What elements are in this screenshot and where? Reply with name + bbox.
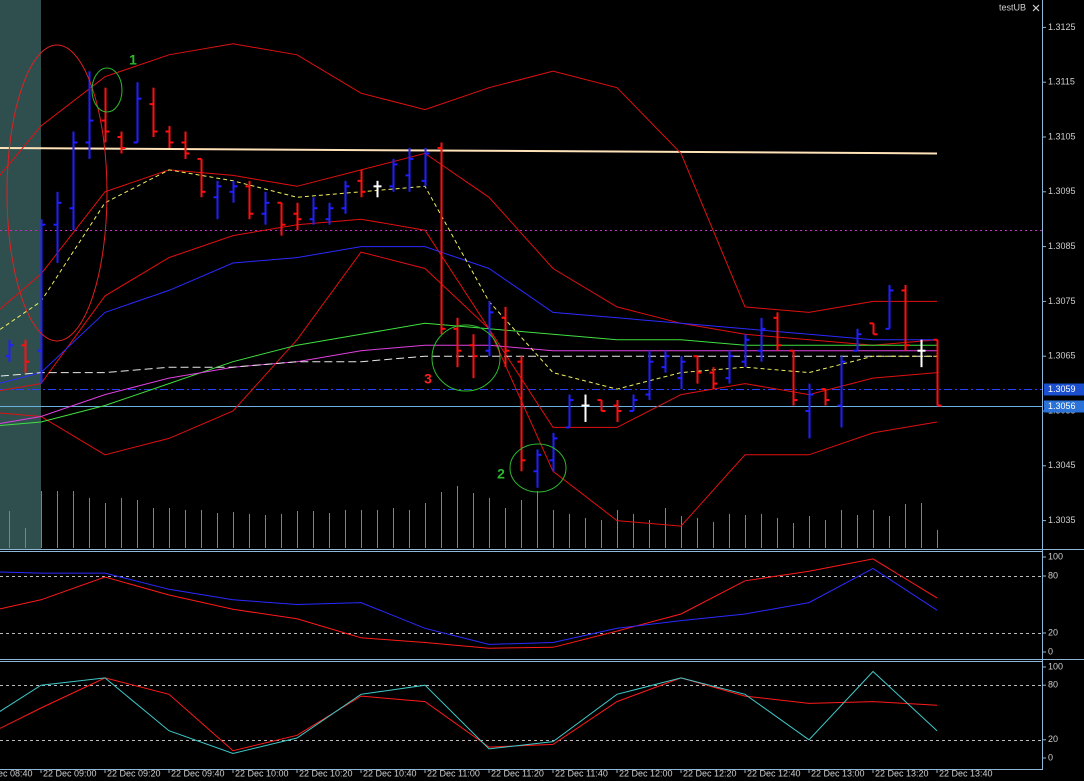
trend-line bbox=[0, 146, 938, 155]
x-tick-label: 22 Dec 09:00 bbox=[43, 768, 97, 778]
annotation: 1 bbox=[129, 52, 137, 68]
y-tick-label: 1.3125 bbox=[1048, 22, 1076, 32]
price-box bbox=[1044, 383, 1084, 396]
session-shade bbox=[0, 0, 41, 549]
x-tick-label: 22 Dec 13:00 bbox=[811, 768, 865, 778]
indicator-line bbox=[0, 251, 938, 527]
x-tick-label: 22 Dec 10:40 bbox=[363, 768, 417, 778]
indicator-line bbox=[0, 43, 937, 313]
x-tick-label: 22 Dec 11:40 bbox=[555, 768, 608, 778]
y-tick-label: 1.3045 bbox=[1048, 460, 1076, 470]
y-tick-label: 1.3105 bbox=[1048, 131, 1076, 141]
y-tick-label: 1.3035 bbox=[1048, 515, 1076, 525]
price-box bbox=[1044, 400, 1084, 413]
main-panel bbox=[0, 43, 1042, 548]
highlight-ellipse bbox=[509, 443, 567, 493]
y-tick-label: 20 bbox=[1048, 734, 1058, 744]
y-tick-label: 1.3075 bbox=[1048, 296, 1076, 306]
y-tick-label: 20 bbox=[1048, 627, 1058, 637]
x-tick-label: 22 Dec 10:00 bbox=[235, 768, 289, 778]
x-tick-label: 22 Dec 12:00 bbox=[619, 768, 673, 778]
price-box-label: 1.3059 bbox=[1048, 384, 1076, 394]
highlight-ellipse bbox=[431, 324, 501, 392]
x-tick-label: 22 Dec 09:20 bbox=[107, 768, 161, 778]
x-tick-label: 22 Dec 11:00 bbox=[427, 768, 480, 778]
x-tick-label: 22 Dec 13:20 bbox=[875, 768, 929, 778]
x-tick-label: 22 Dec 12:20 bbox=[683, 768, 737, 778]
price-box-label: 1.3056 bbox=[1048, 401, 1076, 411]
y-tick-label: 1.3115 bbox=[1048, 77, 1075, 87]
oscillator-line bbox=[0, 567, 938, 645]
oscillator-line bbox=[0, 558, 938, 649]
x-tick-label: 22 Dec 08:40 bbox=[0, 768, 33, 778]
chart-title: testUB bbox=[999, 2, 1026, 12]
y-tick-label: 100 bbox=[1048, 661, 1063, 671]
y-tick-label: 0 bbox=[1048, 646, 1053, 656]
oscillator-line bbox=[0, 670, 938, 755]
close-icon[interactable] bbox=[1032, 4, 1040, 12]
x-tick-label: 22 Dec 11:20 bbox=[491, 768, 544, 778]
y-tick-label: 1.3095 bbox=[1048, 186, 1076, 196]
annotation: 3 bbox=[424, 371, 432, 387]
indicator-line bbox=[0, 169, 937, 390]
indicator-line bbox=[0, 218, 938, 428]
highlight-ellipse bbox=[6, 44, 108, 342]
y-tick-label: 80 bbox=[1048, 680, 1058, 690]
oscillator-panel-1 bbox=[0, 558, 1042, 649]
highlight-ellipse bbox=[91, 67, 123, 113]
x-tick-label: 22 Dec 10:20 bbox=[299, 768, 353, 778]
oscillator-panel-2 bbox=[0, 670, 1042, 755]
close-icon-stroke bbox=[1032, 4, 1040, 12]
x-tick-label: 22 Dec 12:40 bbox=[747, 768, 801, 778]
x-tick-label: 22 Dec 09:40 bbox=[171, 768, 225, 778]
x-tick-label: 22 Dec 13:40 bbox=[939, 768, 993, 778]
y-tick-label: 0 bbox=[1048, 752, 1053, 762]
y-tick-label: 80 bbox=[1048, 570, 1058, 580]
y-tick-label: 100 bbox=[1048, 551, 1063, 561]
y-tick-label: 1.3065 bbox=[1048, 351, 1076, 361]
oscillator-line bbox=[0, 677, 938, 752]
annotation: 2 bbox=[497, 466, 505, 482]
analysis-shapes bbox=[6, 44, 567, 493]
y-tick-label: 1.3085 bbox=[1048, 241, 1076, 251]
